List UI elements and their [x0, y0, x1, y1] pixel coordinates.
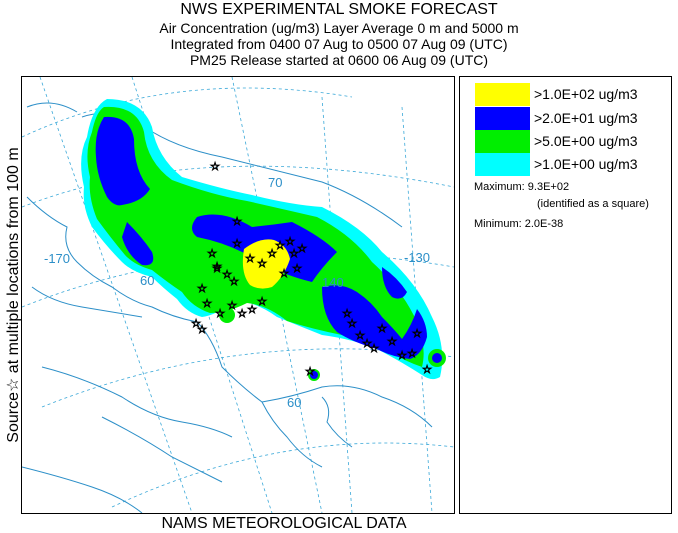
legend-label: >5.0E+00 ug/m3 [534, 133, 638, 149]
release-start: PM25 Release started at 0600 06 Aug 09 (… [189, 52, 489, 68]
plume-yellow [242, 239, 290, 289]
svg-text:☆: ☆ [387, 336, 397, 348]
svg-text:☆: ☆ [292, 263, 302, 275]
legend-swatch-cyan [475, 153, 530, 176]
legend-panel: >1.0E+02 ug/m3 >2.0E+01 ug/m3 >5.0E+00 u… [459, 76, 672, 514]
svg-text:☆: ☆ [191, 318, 201, 330]
minimum-value: Minimum: 2.0E-38 [474, 218, 564, 230]
svg-text:☆: ☆ [207, 248, 217, 260]
svg-text:☆: ☆ [355, 330, 365, 342]
svg-text:☆: ☆ [285, 236, 295, 248]
forecast-title: NWS EXPERIMENTAL SMOKE FORECAST [180, 1, 498, 18]
lat-label-70: 70 [268, 175, 282, 190]
svg-text:☆: ☆ [202, 298, 212, 310]
svg-text:☆: ☆ [197, 324, 207, 336]
svg-text:☆: ☆ [275, 240, 285, 252]
maximum-note: (identified as a square) [537, 198, 649, 210]
svg-text:☆: ☆ [245, 253, 255, 265]
svg-text:☆: ☆ [232, 238, 242, 250]
svg-text:☆: ☆ [237, 308, 247, 320]
svg-text:☆: ☆ [222, 269, 232, 281]
svg-text:☆: ☆ [197, 283, 207, 295]
svg-text:☆: ☆ [305, 366, 315, 378]
svg-text:☆: ☆ [397, 350, 407, 362]
svg-text:☆: ☆ [412, 328, 422, 340]
maximum-value: Maximum: 9.3E+02 [474, 181, 570, 193]
svg-text:☆: ☆ [377, 323, 387, 335]
svg-text:☆: ☆ [362, 338, 372, 350]
svg-text:☆: ☆ [407, 348, 417, 360]
lat-label-60-west: 60 [140, 273, 154, 288]
map-panel: ☆ ☆ ☆ ☆ ☆ ☆ ☆ ☆ ☆ ☆ ☆ ☆ ☆ ☆ ☆ ☆ ☆ ☆ ☆ ☆ ☆ ☆ ☆ ☆ ☆ ☆ ☆ ☆ ☆ ☆ … [21, 76, 455, 514]
legend-label: >1.0E+00 ug/m3 [534, 156, 638, 172]
svg-text:☆: ☆ [232, 216, 242, 228]
legend-swatch-green [475, 130, 530, 153]
svg-text:☆: ☆ [289, 248, 299, 260]
lon-label-140: 140 [322, 275, 344, 290]
integration-period: Integrated from 0400 07 Aug to 0500 07 A… [170, 36, 508, 52]
svg-text:☆: ☆ [347, 318, 357, 330]
svg-text:☆: ☆ [212, 263, 222, 275]
svg-text:☆: ☆ [210, 161, 220, 173]
svg-text:☆: ☆ [212, 261, 222, 273]
legend-label: >1.0E+02 ug/m3 [534, 86, 638, 102]
svg-text:☆: ☆ [215, 308, 225, 320]
fire-source-markers: ☆ ☆☆ ☆ ☆☆ ☆ ☆☆ ☆ ☆☆ ☆☆☆ ☆☆☆ ☆☆ ☆ ☆☆☆ ☆☆☆ ☆☆☆ … [191, 161, 433, 379]
graticule-labels: -170 70 -130 140 60 60 [44, 175, 430, 410]
svg-text:☆: ☆ [227, 300, 237, 312]
data-source-footer: NAMS METEOROLOGICAL DATA [161, 515, 407, 532]
alaska-smoke-map: ☆ ☆☆ ☆ ☆☆ ☆ ☆☆ ☆ ☆☆ ☆☆☆ ☆☆☆ ☆☆ ☆ ☆☆☆ ☆☆☆ ☆☆☆ … [22, 77, 454, 513]
legend-swatch-yellow [475, 83, 530, 106]
lat-label-60: 60 [287, 395, 301, 410]
legend-label: >2.0E+01 ug/m3 [534, 110, 638, 126]
lon-label-170: -170 [44, 251, 70, 266]
svg-text:☆: ☆ [279, 268, 289, 280]
svg-text:☆: ☆ [297, 243, 307, 255]
svg-text:☆: ☆ [422, 364, 432, 376]
svg-text:☆: ☆ [257, 258, 267, 270]
svg-text:☆: ☆ [229, 276, 239, 288]
svg-text:☆: ☆ [247, 304, 257, 316]
lon-label-130: -130 [404, 250, 430, 265]
svg-text:☆: ☆ [369, 343, 379, 355]
svg-text:☆: ☆ [267, 248, 277, 260]
concentration-subtitle: Air Concentration (ug/m3) Layer Average … [159, 20, 519, 36]
svg-text:☆: ☆ [257, 296, 267, 308]
legend-swatch-blue [475, 107, 530, 130]
svg-text:☆: ☆ [342, 308, 352, 320]
